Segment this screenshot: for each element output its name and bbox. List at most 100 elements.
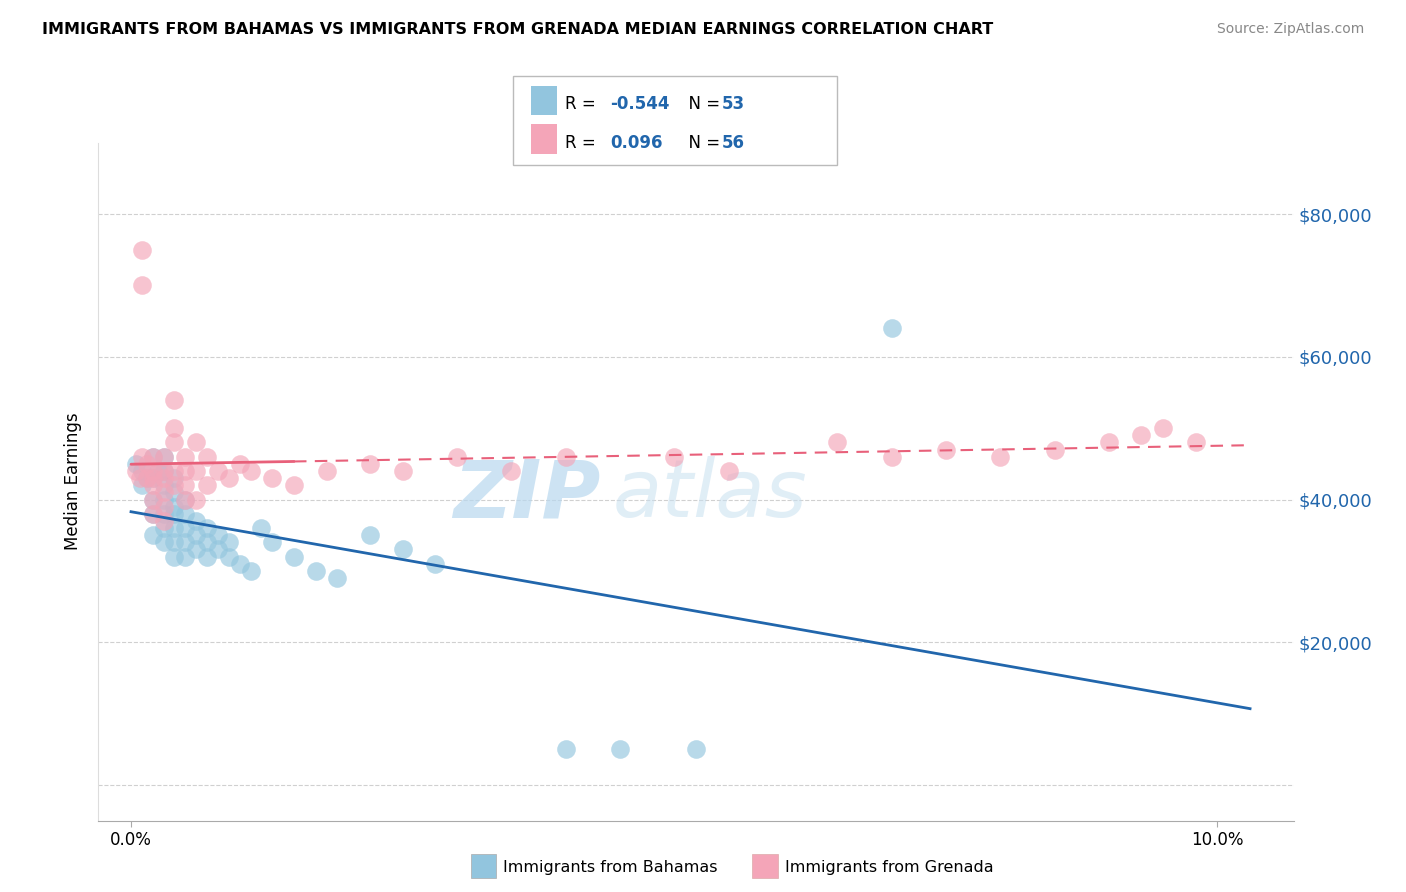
- Point: [359, 457, 381, 471]
- Point: [142, 464, 165, 478]
- Point: [207, 528, 229, 542]
- Point: [228, 457, 250, 471]
- Point: [163, 500, 186, 514]
- Point: [326, 571, 349, 585]
- Point: [148, 464, 170, 478]
- Text: 0.096: 0.096: [610, 134, 662, 152]
- Point: [174, 492, 197, 507]
- Point: [195, 521, 218, 535]
- Point: [250, 521, 273, 535]
- Text: N =: N =: [678, 134, 725, 152]
- Point: [142, 478, 165, 492]
- Point: [174, 450, 197, 464]
- Point: [1184, 435, 1206, 450]
- Point: [283, 478, 305, 492]
- Point: [207, 464, 229, 478]
- Point: [359, 528, 381, 542]
- Point: [163, 392, 186, 407]
- Point: [131, 478, 153, 492]
- Point: [136, 471, 159, 485]
- Point: [174, 464, 197, 478]
- Point: [262, 471, 284, 485]
- Point: [152, 500, 174, 514]
- Point: [152, 464, 174, 478]
- Point: [262, 535, 284, 549]
- Point: [163, 485, 186, 500]
- Text: Source: ZipAtlas.com: Source: ZipAtlas.com: [1216, 22, 1364, 37]
- Point: [142, 507, 165, 521]
- Point: [152, 464, 174, 478]
- Point: [717, 464, 740, 478]
- Point: [186, 435, 208, 450]
- Point: [152, 450, 174, 464]
- Point: [131, 450, 153, 464]
- Text: N =: N =: [678, 95, 725, 113]
- Point: [142, 450, 165, 464]
- Point: [152, 478, 174, 492]
- Point: [136, 457, 159, 471]
- Point: [186, 528, 208, 542]
- Point: [142, 471, 165, 485]
- Point: [152, 535, 174, 549]
- Point: [218, 549, 240, 564]
- Point: [142, 471, 165, 485]
- Point: [880, 450, 903, 464]
- Point: [152, 471, 174, 485]
- Point: [142, 492, 165, 507]
- Point: [186, 492, 208, 507]
- Point: [125, 457, 148, 471]
- Point: [163, 471, 186, 485]
- Point: [142, 492, 165, 507]
- Point: [174, 478, 197, 492]
- Point: [880, 321, 903, 335]
- Point: [315, 464, 337, 478]
- Point: [163, 535, 186, 549]
- Point: [425, 557, 447, 571]
- Point: [163, 421, 186, 435]
- Text: Immigrants from Grenada: Immigrants from Grenada: [785, 860, 993, 874]
- Point: [1152, 421, 1174, 435]
- Point: [152, 507, 174, 521]
- Point: [554, 450, 576, 464]
- Point: [186, 542, 208, 557]
- Point: [239, 464, 262, 478]
- Text: 56: 56: [721, 134, 744, 152]
- Text: -0.544: -0.544: [610, 95, 669, 113]
- Point: [1098, 435, 1121, 450]
- Point: [174, 492, 197, 507]
- Point: [391, 542, 413, 557]
- Point: [163, 478, 186, 492]
- Point: [664, 450, 686, 464]
- Point: [935, 442, 957, 457]
- Point: [609, 742, 631, 756]
- Point: [152, 492, 174, 507]
- Point: [152, 514, 174, 528]
- Point: [391, 464, 413, 478]
- Point: [125, 464, 148, 478]
- Point: [142, 528, 165, 542]
- Point: [195, 535, 218, 549]
- Point: [152, 485, 174, 500]
- Point: [1043, 442, 1066, 457]
- Point: [174, 521, 197, 535]
- Point: [131, 278, 153, 293]
- Point: [131, 464, 153, 478]
- Point: [685, 742, 707, 756]
- Point: [501, 464, 523, 478]
- Point: [239, 564, 262, 578]
- Text: atlas: atlas: [613, 456, 807, 534]
- Point: [218, 535, 240, 549]
- Point: [186, 514, 208, 528]
- Text: Immigrants from Bahamas: Immigrants from Bahamas: [503, 860, 718, 874]
- Text: IMMIGRANTS FROM BAHAMAS VS IMMIGRANTS FROM GRENADA MEDIAN EARNINGS CORRELATION C: IMMIGRANTS FROM BAHAMAS VS IMMIGRANTS FR…: [42, 22, 994, 37]
- Point: [163, 464, 186, 478]
- Text: 53: 53: [721, 95, 744, 113]
- Text: R =: R =: [565, 134, 602, 152]
- Point: [142, 450, 165, 464]
- Point: [825, 435, 848, 450]
- Point: [163, 549, 186, 564]
- Point: [554, 742, 576, 756]
- Point: [163, 521, 186, 535]
- Point: [174, 507, 197, 521]
- Point: [305, 564, 328, 578]
